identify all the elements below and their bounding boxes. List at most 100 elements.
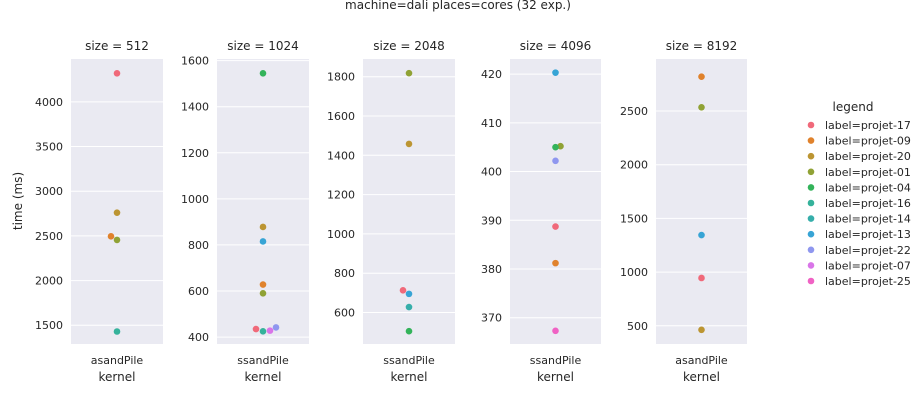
data-point: [405, 303, 413, 311]
x-axis-label: kernel: [245, 370, 282, 384]
y-tick-label: 4000: [35, 96, 63, 109]
legend-label: label=projet-01: [825, 166, 911, 179]
data-point: [252, 325, 260, 333]
data-point: [552, 327, 559, 335]
panel-title: size = 2048: [373, 39, 445, 53]
legend-entry: label=projet-07: [807, 259, 911, 272]
y-tick-label: 380: [481, 263, 502, 276]
data-point: [405, 69, 413, 77]
y-tick-label: 1000: [327, 228, 355, 241]
y-tick-label: 1200: [181, 147, 209, 160]
legend-marker: [807, 168, 815, 176]
legend-entry: label=projet-20: [807, 150, 911, 163]
legend-label: label=projet-09: [825, 135, 911, 148]
data-point: [259, 223, 267, 231]
y-tick-label: 2000: [35, 275, 63, 288]
data-point: [557, 142, 564, 150]
plot-background: [656, 59, 747, 344]
x-tick-label: ssandPile: [530, 354, 582, 367]
legend-title: legend: [833, 100, 874, 114]
legend-entry: label=projet-09: [807, 135, 911, 148]
y-tick-label: 800: [334, 267, 355, 280]
facet-panel: 600 800 1000 1200 1400 1600 1800 size = 2048 ssa…: [327, 39, 455, 384]
data-point: [405, 290, 413, 298]
y-tick-label: 400: [188, 331, 209, 344]
data-point: [259, 328, 267, 335]
legend-label: label=projet-25: [825, 275, 911, 288]
legend-marker: [807, 262, 815, 269]
legend-entry: label=projet-04: [807, 181, 911, 194]
plot-background: [71, 59, 163, 344]
y-tick-label: 600: [334, 307, 355, 320]
y-tick-label: 2500: [35, 230, 63, 243]
data-point: [113, 69, 121, 77]
data-point: [405, 140, 413, 148]
legend-entry: label=projet-13: [807, 228, 911, 241]
legend-label: label=projet-13: [825, 228, 911, 241]
legend-label: label=projet-17: [825, 119, 911, 132]
panel-title: size = 1024: [227, 39, 299, 53]
y-tick-label: 3500: [35, 141, 63, 154]
facet-panel: 400 600 800 1000 1200 1400 1600 size = 1024 ssan…: [181, 39, 309, 384]
data-point: [698, 326, 705, 334]
y-tick-label: 800: [188, 239, 209, 252]
y-tick-label: 1600: [181, 55, 209, 68]
facet-panel: 500 1000 1500 2000 2500 size = 8192 asandPile k…: [620, 39, 747, 384]
legend-marker: [807, 277, 815, 285]
data-point: [552, 143, 559, 151]
data-point: [259, 281, 267, 288]
y-tick-label: 1400: [181, 101, 209, 114]
x-tick-label: ssandPile: [383, 354, 435, 367]
x-tick-label: ssandPile: [237, 354, 289, 367]
panel-title: size = 512: [85, 39, 149, 53]
data-point: [259, 238, 267, 245]
y-tick-label: 2000: [620, 159, 648, 172]
facet-panel: 370 380 390 400 410 420 size = 4096 ssandPile ke…: [481, 39, 601, 384]
y-tick-label: 1000: [620, 266, 648, 279]
data-point: [113, 328, 121, 335]
plot-background: [217, 59, 309, 344]
y-tick-label: 1000: [181, 193, 209, 206]
data-point: [552, 69, 559, 76]
facet-panel: 1500 2000 2500 3000 3500 4000 size = 512 asandP…: [35, 39, 163, 384]
y-tick-label: 410: [481, 117, 502, 130]
x-tick-label: asandPile: [91, 354, 144, 367]
legend-marker: [807, 121, 815, 129]
data-point: [113, 236, 121, 244]
y-tick-label: 420: [481, 68, 502, 81]
y-tick-label: 1800: [327, 71, 355, 84]
legend-label: label=projet-14: [825, 213, 911, 226]
y-axis-label: time (ms): [11, 172, 25, 230]
x-axis-label: kernel: [99, 370, 136, 384]
y-tick-label: 400: [481, 166, 502, 179]
data-point: [698, 231, 705, 239]
figure-suptitle: machine=dali places=cores (32 exp.): [345, 0, 571, 12]
plot-background: [363, 59, 455, 344]
data-point: [698, 274, 705, 282]
data-point: [405, 327, 413, 335]
data-point: [698, 73, 705, 81]
legend-label: label=projet-16: [825, 197, 911, 210]
y-tick-label: 1400: [327, 149, 355, 162]
legend-entry: label=projet-01: [807, 166, 911, 179]
legend: legend label=projet-17 label=projet-09 labe…: [807, 100, 911, 288]
data-point: [113, 209, 121, 216]
data-point: [552, 223, 559, 230]
facet-panels: 1500 2000 2500 3000 3500 4000 size = 512 asandP…: [35, 39, 747, 384]
y-tick-label: 500: [627, 320, 648, 333]
y-tick-label: 370: [481, 312, 502, 325]
data-point: [552, 157, 559, 165]
data-point: [399, 287, 407, 294]
y-tick-label: 1200: [327, 189, 355, 202]
legend-marker: [807, 230, 815, 238]
y-tick-label: 600: [188, 285, 209, 298]
data-point: [266, 327, 274, 334]
y-tick-label: 3000: [35, 185, 63, 198]
panel-title: size = 4096: [520, 39, 592, 53]
legend-entry: label=projet-17: [807, 119, 911, 132]
legend-entry: label=projet-16: [807, 197, 911, 210]
legend-entry: label=projet-25: [807, 275, 911, 288]
data-point: [552, 259, 559, 267]
x-tick-label: asandPile: [675, 354, 728, 367]
